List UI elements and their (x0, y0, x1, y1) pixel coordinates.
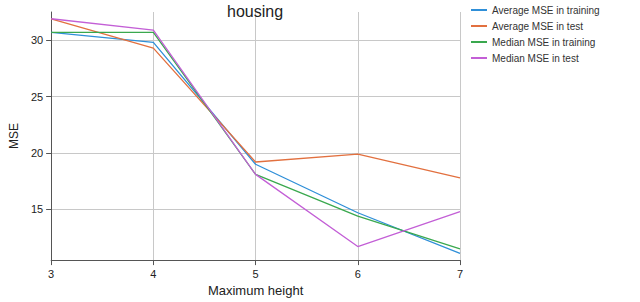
svg-text:housing: housing (227, 3, 283, 20)
svg-text:4: 4 (150, 268, 156, 280)
svg-text:20: 20 (31, 147, 43, 159)
svg-text:15: 15 (31, 203, 43, 215)
svg-text:30: 30 (31, 34, 43, 46)
svg-text:MSE: MSE (7, 123, 21, 149)
svg-text:Median MSE in test: Median MSE in test (492, 53, 579, 64)
svg-text:25: 25 (31, 91, 43, 103)
svg-text:5: 5 (253, 268, 259, 280)
svg-text:Average MSE in test: Average MSE in test (492, 21, 583, 32)
svg-text:6: 6 (355, 268, 361, 280)
svg-text:Median MSE in training: Median MSE in training (492, 37, 595, 48)
svg-text:Maximum height: Maximum height (208, 283, 304, 298)
svg-text:3: 3 (48, 268, 54, 280)
svg-text:7: 7 (457, 268, 463, 280)
svg-text:Average MSE in training: Average MSE in training (492, 5, 600, 16)
